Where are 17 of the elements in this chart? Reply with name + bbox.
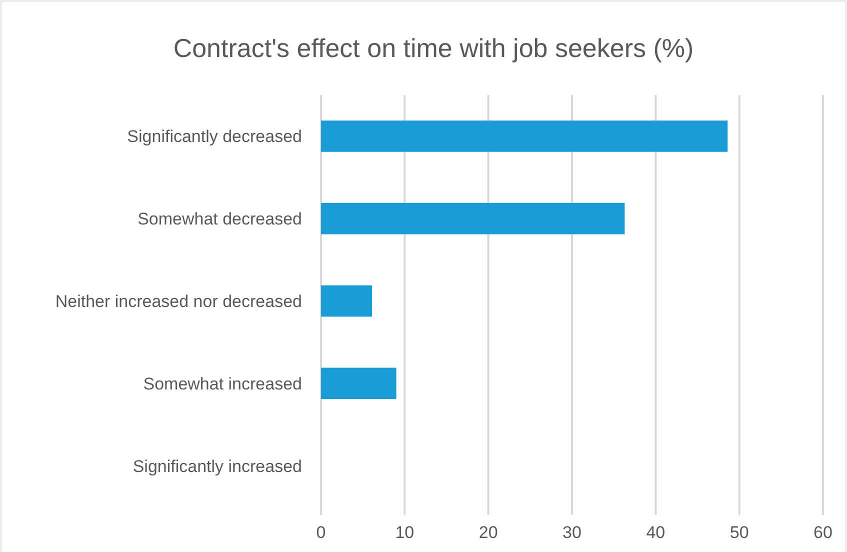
x-tick-label: 50 <box>730 523 749 542</box>
x-tick-label: 60 <box>814 523 832 542</box>
y-tick-label: Somewhat increased <box>143 374 302 394</box>
x-tick-label: 30 <box>562 523 582 542</box>
y-tick-label: Significantly increased <box>132 456 302 476</box>
chart-title: Contract's effect on time with job seekers (%) <box>173 33 694 63</box>
bar <box>321 120 728 152</box>
x-tick-label: 10 <box>395 523 414 542</box>
bar <box>321 285 372 317</box>
x-tick-label: 20 <box>478 523 498 542</box>
y-tick-label: Somewhat decreased <box>138 210 302 229</box>
bar <box>321 202 625 234</box>
x-tick-label: 40 <box>646 523 666 542</box>
y-tick-label: Neither increased nor decreased <box>55 292 302 311</box>
x-tick-label: 0 <box>316 523 326 542</box>
y-tick-label: Significantly decreased <box>127 127 302 146</box>
bar <box>321 368 396 400</box>
